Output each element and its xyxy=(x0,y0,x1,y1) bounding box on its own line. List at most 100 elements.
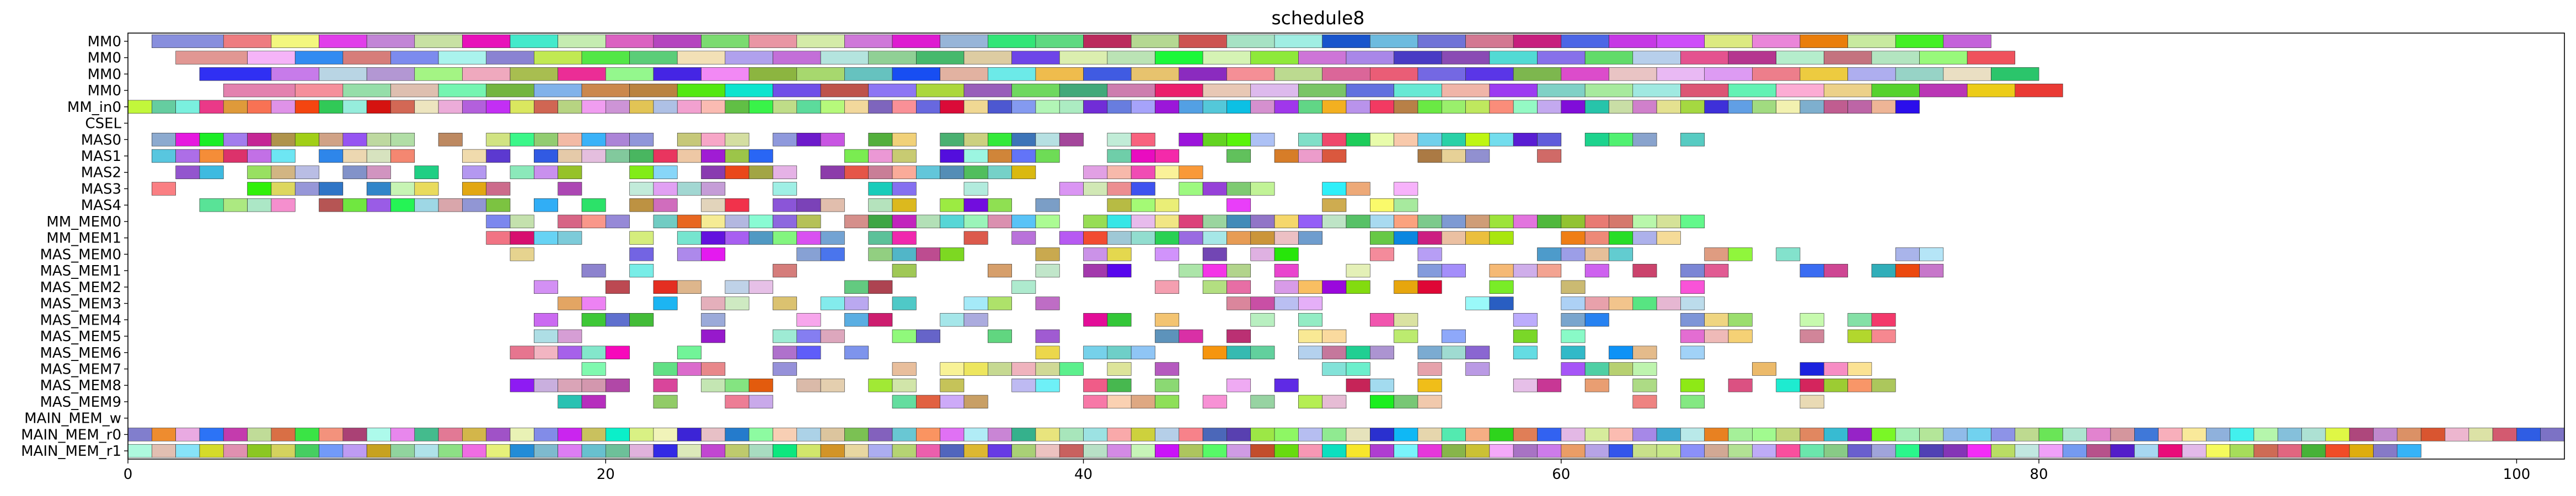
schedule-bar-main-mem-r0 xyxy=(319,428,344,441)
y-tick-label: MAS0 xyxy=(81,132,121,148)
y-tick-label: MAS2 xyxy=(81,165,121,181)
schedule-bar-main-mem-r0 xyxy=(1441,428,1466,441)
schedule-bar-mm0 xyxy=(414,34,463,48)
schedule-bar-mm0 xyxy=(1298,51,1347,64)
schedule-bar-mm0 xyxy=(534,83,582,98)
schedule-bar-mas-mem5 xyxy=(1513,329,1538,343)
schedule-bar-mas-mem8 xyxy=(892,379,917,392)
schedule-bar-main-mem-r1 xyxy=(1298,444,1322,458)
schedule-bar-mm0 xyxy=(1441,51,1490,64)
schedule-bar-main-mem-r1 xyxy=(2158,444,2183,458)
schedule-bar-main-mem-r1 xyxy=(1537,444,1562,458)
schedule-bar-main-mem-r0 xyxy=(1847,428,1872,441)
schedule-bar-mas-mem0 xyxy=(1155,247,1180,261)
schedule-bar-mas2 xyxy=(748,165,773,179)
schedule-bar-main-mem-r1 xyxy=(940,444,965,458)
schedule-bar-mm-in0 xyxy=(1131,100,1155,114)
schedule-bar-mm-in0 xyxy=(1274,100,1299,114)
schedule-bar-mas0 xyxy=(868,133,893,147)
y-tick-label: MM_MEM1 xyxy=(46,230,121,247)
schedule-bar-mm0 xyxy=(1346,83,1394,98)
schedule-bar-mas-mem1 xyxy=(1489,263,1514,278)
schedule-bar-mas-mem7 xyxy=(1322,362,1347,376)
schedule-bar-mas-mem4 xyxy=(1871,313,1896,327)
schedule-bar-mas-mem8 xyxy=(1155,379,1180,392)
schedule-bar-mas-mem0 xyxy=(1274,247,1299,261)
schedule-bar-mas2 xyxy=(820,165,845,179)
schedule-bar-mas-mem8 xyxy=(868,379,893,392)
schedule-bar-mm0 xyxy=(1561,34,1609,48)
schedule-bar-mas-mem5 xyxy=(1800,329,1824,343)
schedule-bar-mm0 xyxy=(1895,67,1944,81)
schedule-bar-mm-mem0 xyxy=(510,214,534,229)
schedule-bar-mas1 xyxy=(1417,149,1442,163)
schedule-bar-main-mem-r1 xyxy=(701,444,726,458)
schedule-bar-mm-mem0 xyxy=(1441,214,1466,229)
schedule-bar-mm0 xyxy=(1107,83,1155,98)
schedule-bar-mas-mem5 xyxy=(1035,329,1060,343)
schedule-bar-mas-mem5 xyxy=(1441,329,1466,343)
schedule-bar-main-mem-r0 xyxy=(1250,428,1275,441)
schedule-bar-mas-mem4 xyxy=(629,313,654,327)
schedule-bar-mm-mem1 xyxy=(510,231,534,245)
schedule-bar-mas2 xyxy=(462,165,487,179)
schedule-bar-mas-mem0 xyxy=(868,247,893,261)
schedule-bar-mm-in0 xyxy=(773,100,797,114)
schedule-bar-mas1 xyxy=(1155,149,1180,163)
schedule-bar-mm-in0 xyxy=(987,100,1012,114)
schedule-bar-mm-mem0 xyxy=(892,214,917,229)
schedule-bar-mas2 xyxy=(773,165,797,179)
schedule-bar-main-mem-r1 xyxy=(175,444,200,458)
y-tick-label: MM0 xyxy=(88,66,121,83)
schedule-bar-mm-mem0 xyxy=(748,214,773,229)
y-tick-label: MAS_MEM4 xyxy=(40,312,121,328)
schedule-bar-mm0 xyxy=(677,83,726,98)
schedule-bar-mm-mem1 xyxy=(1011,231,1036,245)
schedule-bar-mm0 xyxy=(342,51,391,64)
schedule-bar-mas-mem6 xyxy=(1609,346,1634,359)
schedule-bar-mas-mem4 xyxy=(1704,313,1729,327)
schedule-bar-mas-mem1 xyxy=(1035,263,1060,278)
schedule-bar-main-mem-r0 xyxy=(1943,428,1968,441)
schedule-bar-main-mem-r1 xyxy=(2063,444,2087,458)
schedule-bar-mas-mem6 xyxy=(1513,346,1538,359)
schedule-bar-mas-mem9 xyxy=(1131,395,1155,409)
schedule-bar-mm-in0 xyxy=(1441,100,1466,114)
schedule-bar-mm0 xyxy=(366,34,415,48)
schedule-bar-mas1 xyxy=(1322,149,1347,163)
schedule-bar-mas-mem2 xyxy=(534,280,558,294)
schedule-bar-mas-mem3 xyxy=(773,296,797,310)
schedule-bar-mas-mem3 xyxy=(987,296,1012,310)
schedule-bar-mas2 xyxy=(1155,165,1180,179)
schedule-bar-main-mem-r0 xyxy=(2325,428,2350,441)
schedule-bar-mm0 xyxy=(1107,51,1155,64)
schedule-bar-mm-mem0 xyxy=(1680,214,1705,229)
schedule-bar-mm0 xyxy=(1704,67,1753,81)
schedule-bar-mm0 xyxy=(1298,83,1347,98)
schedule-bar-mm0 xyxy=(1083,34,1132,48)
schedule-bar-main-mem-r0 xyxy=(2516,428,2541,441)
schedule-bar-mas4 xyxy=(1131,198,1155,212)
schedule-bar-mas-mem5 xyxy=(987,329,1012,343)
schedule-bar-mm0 xyxy=(319,34,367,48)
schedule-bar-mas-mem9 xyxy=(748,395,773,409)
schedule-bar-mas2 xyxy=(987,165,1012,179)
schedule-bar-mm0 xyxy=(581,83,630,98)
schedule-bar-mas-mem5 xyxy=(820,329,845,343)
schedule-bar-mm-mem0 xyxy=(796,214,821,229)
schedule-bar-mm0 xyxy=(1680,83,1729,98)
schedule-bar-main-mem-r0 xyxy=(2349,428,2374,441)
schedule-bar-mm-mem1 xyxy=(629,231,654,245)
schedule-bar-mas-mem8 xyxy=(534,379,558,392)
schedule-bar-mas4 xyxy=(773,198,797,212)
schedule-bar-mm0 xyxy=(1776,51,1824,64)
schedule-bar-main-mem-r1 xyxy=(963,444,988,458)
y-tick-label: MAS_MEM0 xyxy=(40,246,121,263)
schedule-bar-mas1 xyxy=(677,149,701,163)
schedule-bar-mas-mem4 xyxy=(1728,313,1753,327)
schedule-bar-mas4 xyxy=(1370,198,1394,212)
schedule-bar-mas-mem1 xyxy=(1895,263,1920,278)
schedule-bar-mas0 xyxy=(1202,133,1227,147)
schedule-bar-mas-mem8 xyxy=(1776,379,1801,392)
